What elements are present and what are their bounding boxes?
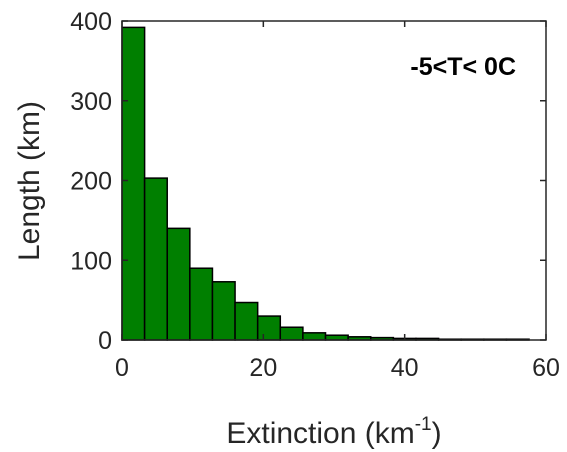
histogram-bar <box>302 332 327 341</box>
x-axis-label: Extinction (km-1) <box>226 414 441 450</box>
histogram-bar <box>256 315 282 341</box>
y-tick-label: 100 <box>70 247 112 275</box>
x-tick-label: 40 <box>391 354 419 382</box>
y-axis-label: Length (km) <box>13 101 46 261</box>
y-tick-label: 0 <box>98 327 112 355</box>
histogram-bar <box>211 281 236 341</box>
histogram-bar <box>143 177 168 341</box>
histogram-bar <box>121 26 146 341</box>
x-axis-label-main: Extinction (km <box>226 417 414 450</box>
x-axis-label-superscript: -1 <box>415 414 432 435</box>
y-tick-label: 400 <box>70 8 112 36</box>
histogram-bar <box>279 326 304 341</box>
x-axis-label-suffix: ) <box>432 417 442 450</box>
histogram-bar <box>234 301 259 341</box>
x-tick-label: 0 <box>115 354 129 382</box>
ticks-group: 0 20 40 60 0 100 200 300 400 <box>70 8 560 382</box>
bars-group <box>121 26 530 341</box>
histogram-bar <box>166 227 191 341</box>
x-tick-label: 60 <box>532 354 560 382</box>
histogram-bar <box>189 267 214 341</box>
x-tick-label: 20 <box>249 354 277 382</box>
chart-annotation: -5<T< 0C <box>410 53 516 81</box>
y-tick-label: 200 <box>70 168 112 196</box>
y-tick-label: 300 <box>70 88 112 116</box>
